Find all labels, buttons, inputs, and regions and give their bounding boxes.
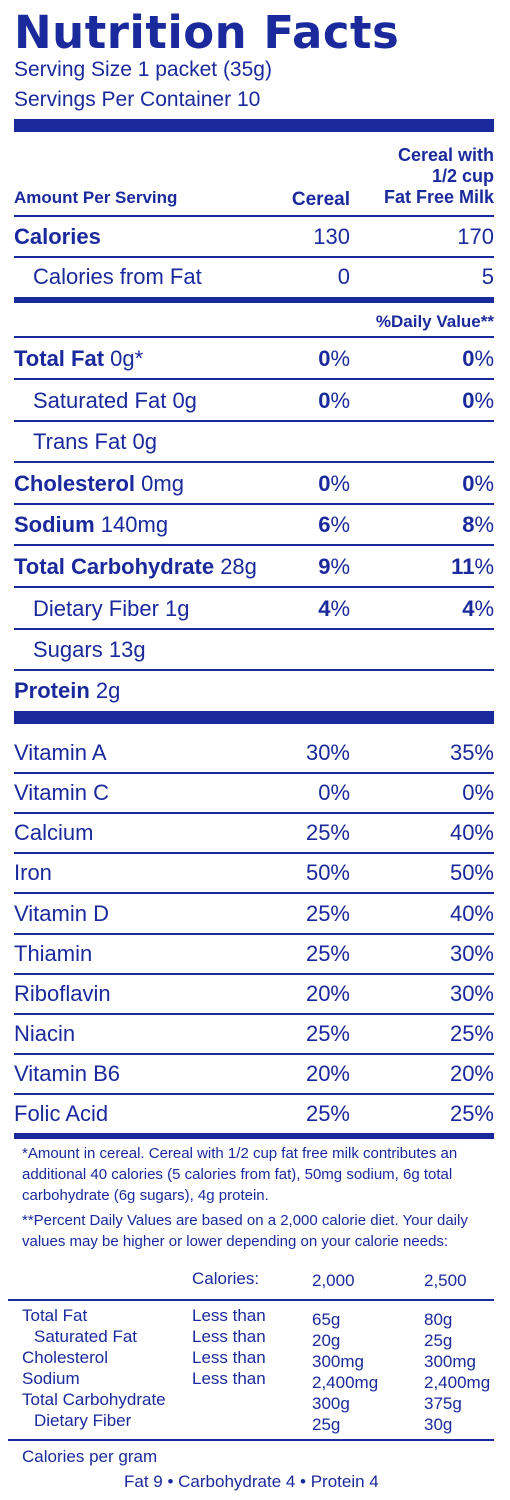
divider xyxy=(14,544,494,546)
divider xyxy=(8,1299,494,1301)
dv-col-2500: 2,500 xyxy=(424,1271,467,1290)
divider xyxy=(14,772,494,774)
medium-divider-footnotes xyxy=(14,1133,494,1139)
dv-values-2000: 65g 20g 300mg 2,400mg 300g 25g xyxy=(312,1310,379,1434)
nutrition-facts-title: Nutrition Facts xyxy=(14,6,400,59)
divider xyxy=(14,420,494,422)
dv-values-2500: 80g 25g 300mg 2,400mg 375g 30g xyxy=(424,1310,491,1434)
nutrient-row-total-carbohydrate: Total Carbohydrate 28g 9% 11% xyxy=(14,554,494,579)
divider xyxy=(14,503,494,505)
calories-from-fat-label: Calories from Fat xyxy=(33,264,202,289)
nutrient-row-sugars: Sugars 13g xyxy=(33,637,146,662)
calories-from-fat-cereal: 0 xyxy=(337,264,350,289)
nutrient-row-protein: Protein 2g xyxy=(14,678,121,703)
calories-per-gram-label: Calories per gram xyxy=(22,1447,158,1466)
servings-per-container: Servings Per Container 10 xyxy=(14,88,261,111)
dv-calories-label: Calories: xyxy=(192,1269,260,1288)
dv-names: Total Fat Saturated Fat Cholesterol Sodi… xyxy=(22,1306,166,1430)
calories-cereal: 130 xyxy=(313,224,350,249)
divider xyxy=(14,1093,494,1095)
vitamin-row-vitamin-a: Vitamin A 30% 35% xyxy=(14,740,494,765)
calories-per-gram-values: Fat 9 • Carbohydrate 4 • Protein 4 xyxy=(124,1472,379,1491)
calories-from-fat-row: Calories from Fat 0 5 xyxy=(14,256,494,296)
serving-size: Serving Size 1 packet (35g) xyxy=(14,58,272,81)
divider xyxy=(14,628,494,630)
divider xyxy=(14,378,494,380)
footnote-amount-in-cereal: *Amount in cereal. Cereal with 1/2 cup f… xyxy=(22,1145,458,1204)
divider xyxy=(14,812,494,814)
nutrient-row-total-fat: Total Fat 0g* 0% 0% xyxy=(14,346,494,371)
calories-label: Calories xyxy=(14,224,101,249)
vitamin-row-vitamin-b6: Vitamin B6 20% 20% xyxy=(14,1061,494,1086)
calories-row: Calories 130 170 xyxy=(14,216,494,256)
thick-divider-top xyxy=(14,119,494,132)
nutrient-row-saturated-fat: Saturated Fat 0g 0% 0% xyxy=(33,388,494,413)
divider xyxy=(14,461,494,463)
divider xyxy=(14,1013,494,1015)
nutrient-row-cholesterol: Cholesterol 0mg 0% 0% xyxy=(14,471,494,496)
divider xyxy=(14,1053,494,1055)
divider xyxy=(14,669,494,671)
vitamin-row-vitamin-c: Vitamin C 0% 0% xyxy=(14,780,494,805)
daily-value-header: %Daily Value** xyxy=(375,312,494,331)
vitamin-row-riboflavin: Riboflavin 20% 30% xyxy=(14,981,494,1006)
divider xyxy=(8,1439,494,1441)
divider xyxy=(14,256,494,258)
footnote-percent-daily-values: **Percent Daily Values are based on a 2,… xyxy=(22,1212,468,1250)
divider xyxy=(14,336,494,338)
medium-divider xyxy=(14,297,494,303)
calories-from-fat-with-milk: 5 xyxy=(481,264,494,289)
amount-per-serving-label: Amount Per Serving xyxy=(14,188,178,207)
vitamin-row-folic-acid: Folic Acid 25% 25% xyxy=(14,1101,494,1126)
vitamin-row-calcium: Calcium 25% 40% xyxy=(14,820,494,845)
dv-qualifiers: Less than Less than Less than Less than xyxy=(192,1306,266,1388)
column-header-with-milk: Cereal with 1/2 cup Fat Free Milk xyxy=(383,145,494,207)
nutrient-row-sodium: Sodium 140mg 6% 8% xyxy=(14,512,494,537)
nutrient-row-dietary-fiber: Dietary Fiber 1g 4% 4% xyxy=(33,596,494,621)
vitamin-row-niacin: Niacin 25% 25% xyxy=(14,1021,494,1046)
divider xyxy=(14,892,494,894)
column-header-cereal: Cereal xyxy=(291,189,350,210)
dv-col-2000: 2,000 xyxy=(312,1271,355,1290)
vitamin-row-iron: Iron 50% 50% xyxy=(14,860,494,885)
divider xyxy=(14,586,494,588)
divider xyxy=(14,973,494,975)
nutrient-row-trans-fat: Trans Fat 0g xyxy=(33,429,157,454)
thick-divider-vitamins xyxy=(14,711,494,724)
divider xyxy=(14,852,494,854)
divider xyxy=(14,215,494,217)
calories-with-milk: 170 xyxy=(457,224,494,249)
divider xyxy=(14,933,494,935)
vitamin-row-vitamin-d: Vitamin D 25% 40% xyxy=(14,901,494,926)
vitamin-row-thiamin: Thiamin 25% 30% xyxy=(14,941,494,966)
